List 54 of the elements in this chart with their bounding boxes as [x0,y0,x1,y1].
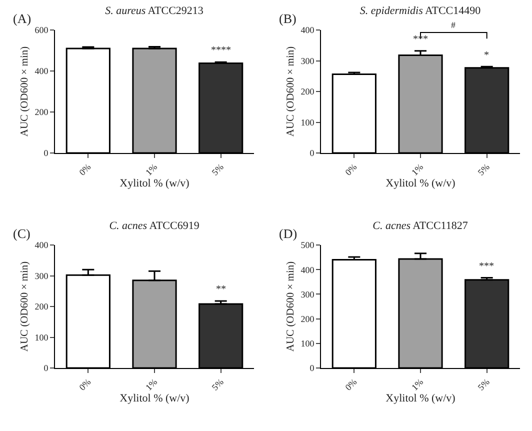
x-axis-title: Xylitol % (w/v) [120,178,190,190]
x-tick-label: 5% [476,161,492,178]
y-axis-title: AUC (OD600 × min) [20,260,31,352]
chart-title: S. epidermidis ATCC14490 [360,5,482,18]
x-tick-label: 0% [77,161,94,178]
y-tick-label: 0 [310,363,315,374]
chart-title: S. aureus ATCC29213 [105,5,204,18]
x-axis-title: Xylitol % (w/v) [386,178,456,190]
y-tick-label: 200 [300,314,315,324]
y-tick-label: 400 [34,240,49,250]
x-axis-title: Xylitol % (w/v) [386,392,456,405]
y-tick-label: 300 [34,270,49,281]
text: (C) [13,226,30,241]
y-tick-label: 0 [310,148,315,158]
y-tick-label: 200 [34,107,49,118]
annotation: *** [479,261,494,272]
y-axis-title: AUC (OD600 × min) [286,260,297,352]
x-tick-label: 0% [343,376,360,392]
y-axis-title: AUC (OD600 × min) [20,46,31,137]
y-tick-label: 0 [44,363,49,374]
y-tick-label: 600 [34,25,49,36]
y-axis-title: AUC (OD600 × min) [286,46,297,137]
y-tick-label: 100 [34,332,49,342]
chart-title: C. acnes ATCC11827 [372,220,468,232]
annotation: *** [413,34,428,45]
text: (B) [279,11,296,26]
annotation: * [484,50,489,61]
y-tick-label: 400 [300,25,315,36]
x-axis-title: Xylitol % (w/v) [120,392,190,405]
y-tick-label: 100 [300,338,315,349]
x-tick-label: 0% [77,376,94,392]
y-tick-label: 200 [300,86,315,97]
x-tick-label: 5% [476,376,492,392]
y-tick-label: 400 [300,264,315,275]
y-tick-label: 100 [300,117,315,128]
y-tick-label: 300 [300,289,315,300]
annotation: ** [216,284,226,295]
annotation: **** [211,45,231,56]
chart-title: C. acnes ATCC6919 [109,220,200,232]
x-tick-label: 5% [210,161,226,178]
y-tick-label: 400 [34,66,49,76]
text: (D) [279,226,298,241]
x-tick-label: 1% [410,161,426,178]
x-tick-label: 5% [210,376,226,392]
y-tick-label: 300 [300,56,315,66]
x-tick-label: 0% [343,161,360,178]
x-tick-label: 1% [144,161,160,178]
y-tick-label: 500 [300,240,315,250]
x-tick-label: 1% [410,376,426,392]
y-tick-label: 200 [34,302,49,312]
annotation: # [451,20,456,30]
x-tick-label: 1% [144,376,160,392]
text: (A) [13,11,32,26]
y-tick-label: 0 [44,148,49,158]
